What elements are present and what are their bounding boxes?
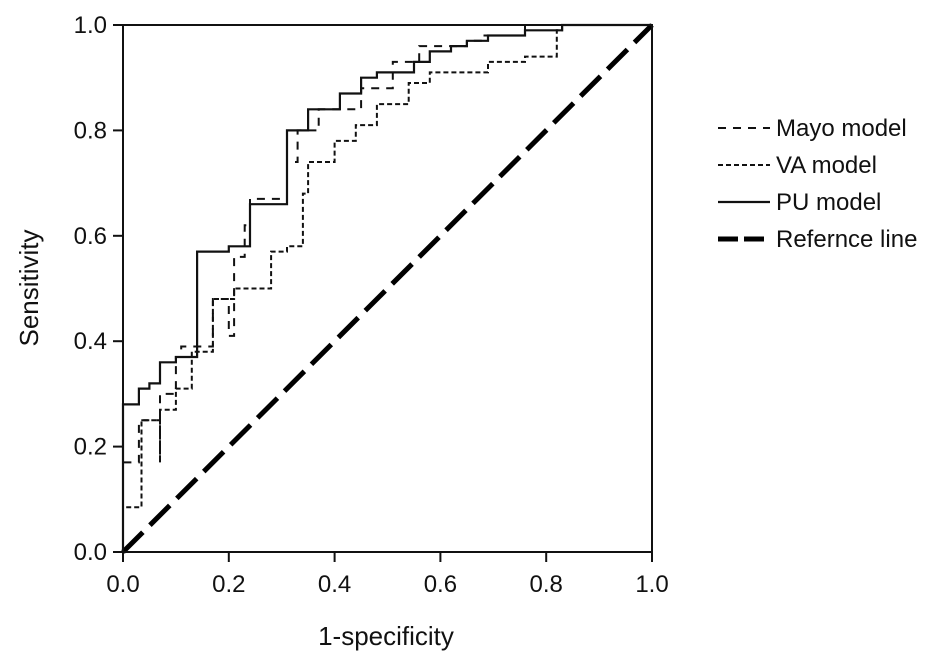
x-tick-label: 0.8 [530,571,563,598]
y-tick-label: 0.6 [74,223,107,250]
x-axis-title: 1-specificity [318,621,454,651]
legend-label: VA model [776,152,877,179]
x-tick-label: 0.4 [318,571,351,598]
plot-frame [122,24,653,553]
y-tick-label: 0.0 [74,539,107,566]
x-tick-label: 1.0 [635,571,668,598]
x-axis: 0.0 0.2 0.4 0.6 0.8 1.0 [106,552,669,598]
y-axis: 0.0 0.2 0.4 0.6 0.8 1.0 [74,12,123,566]
y-tick-label: 1.0 [74,12,107,39]
plot-lines [121,23,654,554]
y-tick-label: 0.4 [74,328,107,355]
legend-label: Refernce line [776,226,917,253]
legend-label: Mayo model [776,115,907,142]
legend: Mayo model VA model PU model Refernce line [718,115,917,253]
y-tick-label: 0.2 [74,434,107,461]
legend-label: PU model [776,189,881,216]
series-line-va-model [122,24,652,552]
series-line-refernce-line [121,23,654,554]
x-tick-label: 0.2 [212,571,245,598]
y-tick-label: 0.8 [74,117,107,144]
series-line-mayo-model [122,24,652,552]
series-line-pu-model [121,23,652,552]
x-tick-label: 0.0 [106,571,139,598]
x-tick-label: 0.6 [424,571,457,598]
y-axis-title: Sensitivity [14,229,44,346]
